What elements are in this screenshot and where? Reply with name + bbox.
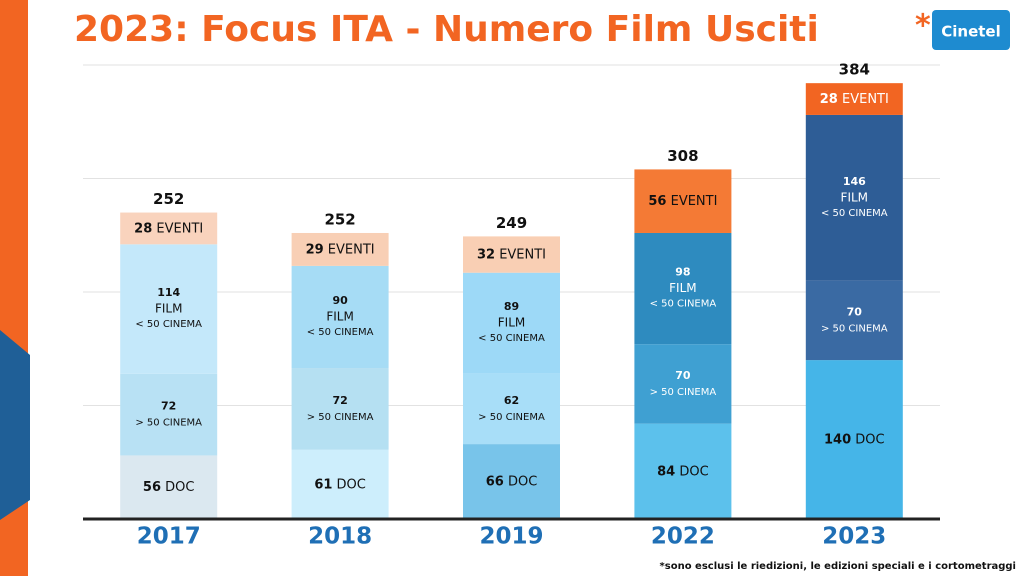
segment-name: EVENTI bbox=[324, 242, 375, 257]
segment-label: 56 DOC bbox=[143, 480, 195, 495]
segment-sublabel: FILM bbox=[669, 281, 696, 295]
x-tick-label: 2018 bbox=[308, 524, 372, 550]
segment-sublabel: FILM bbox=[155, 302, 182, 316]
bar-segment bbox=[291, 368, 389, 450]
bar-segment bbox=[120, 455, 218, 519]
segment-name: EVENTI bbox=[666, 194, 717, 209]
segment-name: < 50 CINEMA bbox=[307, 327, 374, 338]
segment-label: 28 EVENTI bbox=[134, 221, 203, 236]
bar-segment bbox=[805, 83, 903, 115]
segment-value: 98 bbox=[675, 266, 690, 279]
segment-sublabel: FILM bbox=[326, 309, 353, 323]
bar-segment bbox=[120, 373, 218, 456]
segment-value: 56 bbox=[648, 194, 666, 209]
segment-value: 28 bbox=[820, 92, 838, 107]
segment-value: 61 bbox=[314, 477, 332, 492]
segment-name: EVENTI bbox=[152, 221, 203, 236]
x-tick-label: 2022 bbox=[651, 524, 715, 550]
logo-box bbox=[932, 10, 1010, 50]
segment-name: DOC bbox=[851, 432, 884, 447]
segment-label: 140 DOC bbox=[824, 432, 885, 447]
logo: Cinetel bbox=[941, 23, 1001, 41]
total-label: 249 bbox=[496, 214, 527, 232]
segment-value: 28 bbox=[134, 221, 152, 236]
bar-segment bbox=[805, 114, 903, 281]
segment-value: 114 bbox=[157, 286, 180, 299]
segment-name: EVENTI bbox=[838, 92, 889, 107]
segment-value: 29 bbox=[306, 242, 324, 257]
segment-label: 56 EVENTI bbox=[648, 194, 717, 209]
segment-value: 70 bbox=[847, 305, 863, 318]
bar-segment bbox=[463, 272, 560, 374]
segment-value: 140 bbox=[824, 432, 851, 447]
segment-sublabel: FILM bbox=[498, 316, 525, 330]
bar-segment bbox=[463, 236, 560, 273]
bar-segment bbox=[805, 360, 903, 519]
bar-segment bbox=[634, 344, 732, 424]
slide-title: 2023: Focus ITA - Numero Film Usciti bbox=[74, 9, 819, 50]
x-tick-label: 2023 bbox=[822, 524, 886, 550]
segment-value: 56 bbox=[143, 480, 161, 495]
segment-value: 62 bbox=[504, 394, 519, 407]
segment-value: 84 bbox=[657, 464, 675, 479]
segment-name: > 50 CINEMA bbox=[821, 323, 888, 334]
segment-value: 72 bbox=[332, 394, 347, 407]
bar-segment bbox=[120, 212, 218, 245]
segment-name: DOC bbox=[332, 477, 365, 492]
bar-segment bbox=[463, 373, 560, 445]
bar-segment bbox=[805, 280, 903, 361]
segment-name: > 50 CINEMA bbox=[478, 412, 545, 423]
bar-segment bbox=[291, 449, 389, 519]
segment-value: 66 bbox=[486, 474, 504, 489]
segment-name: < 50 CINEMA bbox=[135, 319, 202, 330]
segment-value: 72 bbox=[161, 400, 176, 413]
bar-segment bbox=[291, 265, 389, 369]
segment-value: 70 bbox=[675, 369, 691, 382]
bar-segment bbox=[634, 169, 732, 233]
x-tick-label: 2019 bbox=[479, 524, 543, 550]
segment-value: 32 bbox=[477, 247, 495, 262]
segment-label: 28 EVENTI bbox=[820, 92, 889, 107]
title-mark: * bbox=[915, 9, 931, 44]
segment-name: DOC bbox=[504, 474, 537, 489]
side-triangle bbox=[0, 330, 30, 520]
bar-segment bbox=[634, 423, 732, 519]
segment-name: DOC bbox=[161, 480, 194, 495]
segment-value: 90 bbox=[332, 294, 348, 307]
total-label: 252 bbox=[324, 210, 355, 228]
segment-label: 32 EVENTI bbox=[477, 247, 546, 262]
bar-segment bbox=[291, 232, 389, 266]
bar-segment bbox=[634, 232, 732, 345]
segment-label: 84 DOC bbox=[657, 464, 709, 479]
segment-label: 66 DOC bbox=[486, 474, 538, 489]
segment-name: DOC bbox=[675, 464, 708, 479]
segment-label: 61 DOC bbox=[314, 477, 366, 492]
segment-name: < 50 CINEMA bbox=[650, 299, 717, 310]
segment-value: 89 bbox=[504, 300, 519, 313]
bar-segment bbox=[120, 244, 218, 374]
footnote: *sono esclusi le riedizioni, le edizioni… bbox=[660, 561, 1016, 572]
segment-name: EVENTI bbox=[495, 247, 546, 262]
segment-name: > 50 CINEMA bbox=[307, 412, 374, 423]
segment-name: < 50 CINEMA bbox=[478, 333, 545, 344]
total-label: 384 bbox=[839, 61, 870, 79]
segment-name: > 50 CINEMA bbox=[135, 418, 202, 429]
total-label: 308 bbox=[667, 147, 698, 165]
segment-label: 29 EVENTI bbox=[306, 242, 375, 257]
segment-value: 146 bbox=[843, 175, 866, 188]
x-tick-label: 2017 bbox=[137, 524, 201, 550]
segment-name: < 50 CINEMA bbox=[821, 208, 888, 219]
bar-segment bbox=[463, 444, 560, 519]
segment-name: > 50 CINEMA bbox=[650, 387, 717, 398]
total-label: 252 bbox=[153, 190, 184, 208]
segment-sublabel: FILM bbox=[841, 190, 868, 204]
